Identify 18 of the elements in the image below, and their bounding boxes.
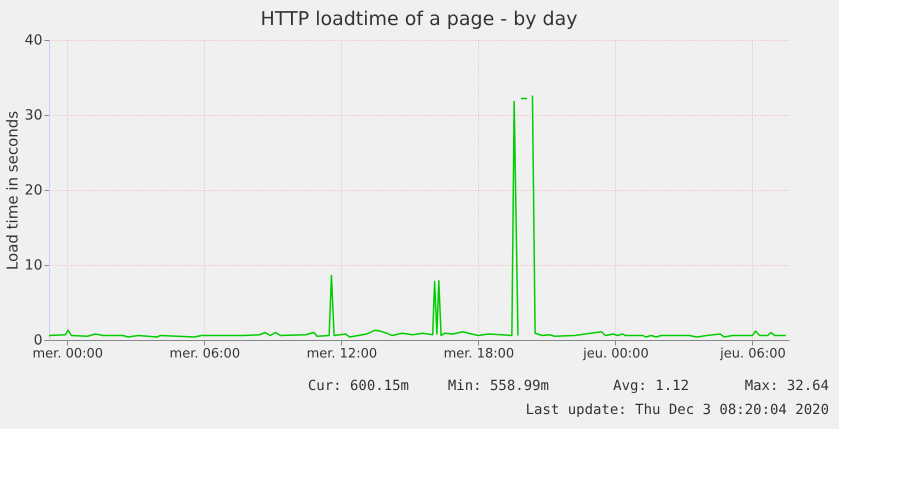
y-tick-label: 0	[34, 332, 42, 348]
text: Avg: 1.12	[613, 378, 689, 394]
x-tick-label: mer. 06:00	[170, 346, 240, 362]
y-tick-label: 20	[24, 182, 42, 198]
x-tick-label: jeu. 00:00	[582, 346, 649, 362]
x-tick-label: mer. 18:00	[444, 346, 514, 362]
y-tick-label: 30	[24, 108, 42, 124]
y-axis-title: Load time in seconds	[4, 110, 22, 270]
chart-title: HTTP loadtime of a page - by day	[260, 8, 578, 30]
y-tick-label: 40	[24, 32, 42, 48]
text: Max: 32.64	[744, 378, 829, 394]
x-tick-label: mer. 12:00	[306, 346, 378, 362]
text: Cur: 600.15m	[308, 378, 409, 394]
text: Last update: Thu Dec 3 08:20:04 2020	[526, 402, 829, 418]
text: Min: 558.99m	[448, 378, 549, 394]
x-tick-label: mer. 00:00	[32, 346, 104, 362]
y-tick-label: 10	[24, 258, 42, 274]
x-tick-label: jeu. 06:00	[719, 346, 786, 362]
